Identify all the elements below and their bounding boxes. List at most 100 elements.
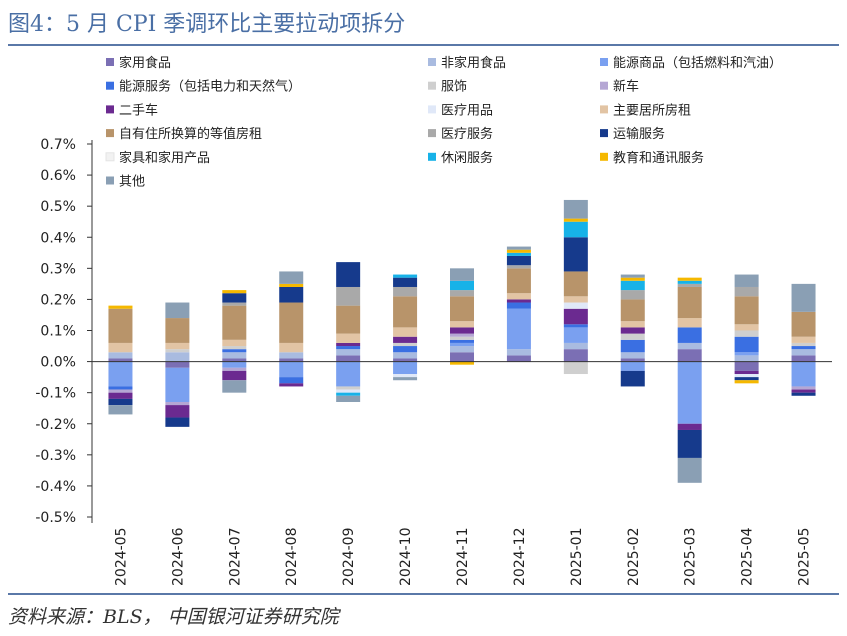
bar-segment-2024-07-s1: [222, 358, 247, 362]
bar-segment-2024-12-s9: [506, 293, 531, 300]
bar-segment-2025-01-s14: [563, 221, 588, 238]
bar-segment-2025-05-s5: [791, 342, 816, 347]
chart-legend: 家用食品 非家用食品 能源商品（包括燃料和汽油） 能源服务（包括电力和天然气） 服饰 新车…: [105, 55, 782, 190]
legend-swatch-16: [106, 176, 114, 185]
bar-segment-2025-05-s16: [791, 283, 816, 312]
legend-swatch-9: [600, 105, 608, 114]
bar-segment-2025-01-s2: [563, 342, 588, 350]
bar-segment-2024-09-s16: [336, 395, 361, 402]
y-tick-label: -0.3%: [35, 448, 76, 464]
bar-segment-2025-03-s14: [677, 280, 702, 284]
bar-segment-2025-01-s5: [563, 361, 588, 375]
bar-segment-2024-06-s9: [165, 342, 190, 350]
bar-segment-2024-10-s14: [393, 274, 418, 278]
legend-label-7: 二手车: [119, 102, 158, 118]
bar-segment-2024-07-s11: [222, 302, 247, 306]
bar-segment-2024-10-s8: [393, 374, 418, 378]
bar-segment-2025-04-s15: [734, 380, 759, 384]
bar-segment-2024-12-s12: [506, 255, 531, 266]
bar-segment-2024-08-s9: [279, 342, 304, 353]
legend-label-14: 休闲服务: [441, 150, 493, 166]
bar-segment-2025-02-s3: [620, 361, 645, 371]
legend-label-16: 其他: [119, 175, 145, 190]
bar-segment-2024-07-s16: [222, 380, 247, 393]
bar-segment-2024-10-s1: [393, 358, 418, 362]
bar-segment-2024-08-s15: [279, 283, 304, 287]
bar-segment-2024-12-s14: [506, 252, 531, 256]
legend-swatch-7: [106, 105, 114, 114]
bar-segment-2024-08-s4: [279, 377, 304, 384]
source-rule: [8, 593, 839, 595]
stacked-bar-chart: 家用食品 非家用食品 能源商品（包括燃料和汽油） 能源服务（包括电力和天然气） 服饰 新车…: [35, 55, 832, 587]
bar-segment-2025-01-s8: [563, 302, 588, 309]
bar-segment-2025-05-s3: [791, 361, 816, 387]
bar-segment-2024-06-s12: [165, 417, 190, 427]
legend-swatch-10: [106, 129, 114, 138]
bar-segment-2024-05-s7: [108, 392, 133, 399]
legend-swatch-5: [428, 81, 436, 90]
bar-segment-2025-04-s2: [734, 355, 759, 362]
bar-segment-2024-12-s11: [506, 265, 531, 269]
bar-segment-2024-09-s10: [336, 305, 361, 334]
bar-segment-2025-05-s2: [791, 349, 816, 356]
x-tick-label-2024-05: 2024-05: [113, 528, 129, 587]
bar-segment-2025-04-s1: [734, 361, 759, 371]
bar-segment-2024-11-s7: [450, 327, 474, 334]
legend-label-2: 非家用食品: [441, 55, 506, 71]
bar-segment-2024-10-s10: [393, 296, 418, 328]
bar-segment-2024-07-s12: [222, 293, 247, 303]
bar-segment-2024-08-s2: [279, 352, 304, 359]
bar-segment-2024-11-s10: [450, 296, 474, 322]
bar-segment-2025-05-s10: [791, 311, 816, 337]
legend-swatch-12: [600, 129, 608, 138]
legend-swatch-2: [428, 58, 436, 66]
bar-segment-2024-07-s3: [222, 361, 247, 368]
bar-segment-2024-06-s1: [165, 361, 190, 368]
bar-segment-2025-03-s12: [677, 429, 702, 458]
title-rule: [8, 44, 839, 46]
y-tick-label: 0.4%: [40, 230, 76, 246]
bar-segment-2024-10-s7: [393, 336, 418, 343]
legend-label-11: 医疗服务: [441, 126, 493, 142]
bar-segment-2025-04-s16: [734, 274, 759, 287]
x-tick-label-2025-01: 2025-01: [569, 528, 585, 587]
bar-segment-2024-11-s15: [450, 361, 474, 365]
y-tick-label: 0.5%: [40, 199, 76, 215]
bar-segment-2025-01-s12: [563, 237, 588, 272]
bar-segment-2024-09-s11: [336, 286, 361, 306]
bar-segment-2024-12-s2: [506, 349, 531, 356]
bar-segment-2025-01-s7: [563, 308, 588, 325]
bar-segment-2024-07-s4: [222, 349, 247, 353]
y-tick-label: 0.0%: [40, 355, 76, 371]
bar-segment-2024-11-s14: [450, 280, 474, 291]
bar-segment-2024-05-s15: [108, 305, 133, 309]
bar-segment-2025-03-s16: [677, 457, 702, 483]
legend-label-4: 能源服务（包括电力和天然气）: [119, 79, 301, 95]
bar-segment-2024-06-s16: [165, 302, 190, 319]
bar-segment-2025-02-s16: [620, 274, 645, 278]
bar-segment-2025-02-s9: [620, 321, 645, 328]
bar-segment-2025-03-s1: [677, 349, 702, 362]
y-tick-label: 0.6%: [40, 168, 76, 184]
bar-segment-2025-05-s12: [791, 392, 816, 396]
bar-segment-2024-08-s1: [279, 358, 304, 362]
bar-segment-2024-11-s5: [450, 336, 474, 340]
x-tick-label-2025-02: 2025-02: [626, 528, 642, 587]
bar-segment-2024-05-s4: [108, 386, 133, 390]
bar-segment-2025-04-s12: [734, 377, 759, 381]
bar-segment-2024-10-s2: [393, 352, 418, 359]
bar-segment-2024-12-s3: [506, 308, 531, 350]
bar-segment-2024-09-s12: [336, 262, 361, 287]
legend-swatch-3: [600, 58, 608, 66]
bar-segment-2024-10-s16: [393, 377, 418, 381]
legend-swatch-8: [428, 105, 436, 114]
bar-segment-2024-05-s6: [108, 389, 133, 393]
bar-segment-2025-02-s2: [620, 352, 645, 359]
bar-segment-2025-05-s4: [791, 346, 816, 350]
bar-segment-2024-11-s1: [450, 352, 474, 362]
bar-segment-2025-02-s14: [620, 280, 645, 291]
x-tick-label-2024-09: 2024-09: [341, 528, 357, 587]
bar-segment-2024-10-s12: [393, 277, 418, 287]
y-tick-label: -0.1%: [35, 386, 76, 402]
bar-segment-2024-09-s5: [336, 386, 361, 390]
